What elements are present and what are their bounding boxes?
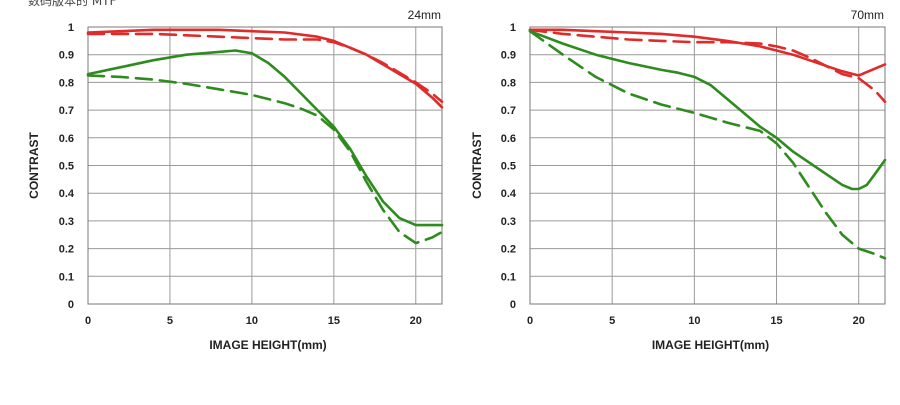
x-tick-label: 15	[328, 315, 340, 327]
y-tick-label: 0.4	[501, 188, 517, 200]
series-green-dashed	[528, 29, 887, 260]
y-tick-label: 0.7	[501, 105, 516, 117]
x-tick-label: 15	[770, 315, 782, 327]
y-tick-label: 0.1	[59, 271, 74, 283]
focal-length-label: 70mm	[851, 8, 884, 22]
x-tick-label: 5	[609, 315, 615, 327]
y-tick-label: 0.9	[59, 50, 74, 62]
x-tick-label: 10	[246, 315, 258, 327]
y-axis-label: CONTRAST	[27, 132, 41, 199]
y-tick-label: 0.8	[501, 77, 516, 89]
x-tick-label: 20	[853, 315, 865, 327]
x-tick-label: 0	[527, 315, 533, 327]
x-tick-label: 5	[167, 315, 173, 327]
plot-frame	[529, 26, 886, 305]
series-green-dashed	[86, 74, 444, 245]
y-tick-label: 0.2	[501, 244, 516, 256]
x-tick-label: 20	[410, 315, 422, 327]
y-axis-label: CONTRAST	[470, 132, 484, 199]
y-tick-label: 0	[510, 299, 516, 311]
chart-panel-24mm: 00.10.20.30.40.50.60.70.80.910 5 10 15 2024m…	[27, 8, 444, 352]
y-tick-label: 0.6	[59, 133, 74, 145]
y-tick-label: 0.6	[501, 133, 516, 145]
page-caption: 数码版本的 MTF	[28, 0, 117, 8]
y-tick-label: 0.5	[501, 161, 516, 173]
series-green-solid	[528, 29, 887, 191]
series-red-dashed	[86, 32, 444, 104]
y-tick-label: 0.7	[59, 105, 74, 117]
y-tick-label: 0.8	[59, 77, 74, 89]
series-green-solid	[86, 49, 444, 227]
y-tick-label: 0.2	[59, 244, 74, 256]
y-tick-label: 0.3	[501, 216, 516, 228]
x-axis-label: IMAGE HEIGHT(mm)	[652, 338, 769, 352]
series-red-dashed	[528, 28, 887, 104]
x-tick-label: 10	[688, 315, 700, 327]
y-tick-label: 0.4	[59, 188, 75, 200]
y-tick-label: 0.9	[501, 50, 516, 62]
focal-length-label: 24mm	[408, 8, 441, 22]
x-axis-label: IMAGE HEIGHT(mm)	[209, 338, 326, 352]
series-red-solid	[86, 28, 444, 109]
x-tick-label: 0	[85, 315, 91, 327]
y-tick-label: 1	[68, 22, 74, 34]
y-tick-label: 0.1	[501, 271, 516, 283]
y-tick-label: 1	[510, 22, 516, 34]
y-tick-label: 0.5	[59, 161, 74, 173]
plot-frame	[87, 26, 443, 305]
y-tick-label: 0	[68, 299, 74, 311]
chart-panel-70mm: 00.10.20.30.40.50.60.70.80.910 5 10 15 2070m…	[470, 8, 887, 352]
y-tick-label: 0.3	[59, 216, 74, 228]
series-red-solid	[528, 28, 887, 77]
